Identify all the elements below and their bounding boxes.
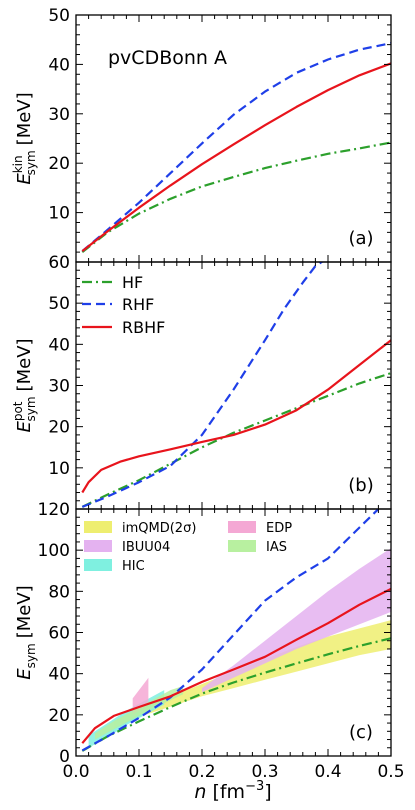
y-tick-label: 30 — [48, 377, 70, 397]
band-ibuu04 — [202, 548, 391, 693]
series-hf — [81, 141, 391, 253]
y-tick-label: 40 — [48, 55, 70, 75]
y-tick-label: 100 — [38, 541, 70, 561]
y-tick-label: 0 — [59, 747, 70, 767]
band-imqmd2 — [113, 620, 391, 730]
plot-area — [81, 262, 391, 508]
y-tick-label: 40 — [48, 665, 70, 685]
series-rbhf — [81, 587, 391, 744]
x-tick-label: 0.4 — [314, 762, 341, 782]
legend-band-label: IAS — [266, 540, 287, 555]
panel-label: (a) — [348, 228, 373, 249]
series-rbhf — [81, 62, 391, 252]
y-tick-label: 120 — [38, 500, 70, 520]
series-rhf — [81, 42, 391, 252]
series-rbhf — [81, 339, 391, 494]
x-tick-label: 0.1 — [125, 762, 152, 782]
legend-label-rbhf: RBHF — [122, 318, 165, 337]
y-tick-label: 60 — [48, 624, 70, 644]
y-axis-label: Ekinsym[MeV] — [11, 92, 38, 184]
panel-0: 10 20 30 40 50 Ekinsym[MeV] (a) — [11, 6, 392, 263]
y-tick-label: 80 — [48, 582, 70, 602]
legend-band-label: imQMD(2σ) — [122, 521, 196, 536]
legend-swatch — [84, 540, 112, 552]
y-axis-label: Epotsym[MeV] — [11, 338, 38, 432]
y-tick-label: 50 — [48, 294, 70, 314]
legend-band-label: IBUU04 — [122, 540, 170, 555]
x-tick-label: 0.2 — [188, 762, 215, 782]
legend-swatch — [228, 540, 256, 552]
legend-label-hf: HF — [122, 273, 143, 292]
panel-label: (c) — [349, 722, 373, 743]
y-tick-label: 30 — [48, 105, 70, 125]
y-tick-label: 40 — [48, 335, 70, 355]
series-hf — [81, 637, 391, 752]
series-rhf — [81, 262, 324, 508]
y-tick-label: 60 — [48, 253, 70, 273]
y-tick-label: 20 — [48, 154, 70, 174]
y-tick-label: 20 — [48, 706, 70, 726]
y-tick-label: 50 — [48, 6, 70, 26]
x-tick-label: 0.3 — [251, 762, 278, 782]
x-axis-label: n [fm−3] — [194, 779, 271, 803]
x-tick-label: 0.0 — [62, 762, 89, 782]
legend-swatch — [228, 521, 256, 533]
model-annotation: pvCDBonn A — [108, 47, 227, 69]
y-tick-label: 10 — [48, 459, 70, 479]
panel-label: (b) — [348, 475, 373, 496]
plot-area — [81, 509, 391, 752]
series-rhf — [81, 509, 380, 752]
legend-band-label: HIC — [122, 559, 145, 574]
legend-band-label: EDP — [266, 521, 292, 536]
plot-area — [81, 42, 391, 253]
panel-1: 10 20 30 40 50 60 Epotsym[MeV] (b) — [11, 253, 392, 510]
y-tick-label: 20 — [48, 418, 70, 438]
y-axis-label: Esym[MeV] — [14, 585, 38, 679]
y-tick-label: 10 — [48, 204, 70, 224]
legend-label-rhf: RHF — [122, 295, 154, 314]
legend-swatch — [84, 521, 112, 533]
series-hf — [81, 372, 391, 508]
x-tick-label: 0.5 — [377, 762, 404, 782]
legend-swatch — [84, 559, 112, 571]
panel-2: 0 20 40 60 80 100 120 0.0 0.1 0.2 0.3 0.4 0.5 Esym[Me… — [14, 500, 405, 782]
